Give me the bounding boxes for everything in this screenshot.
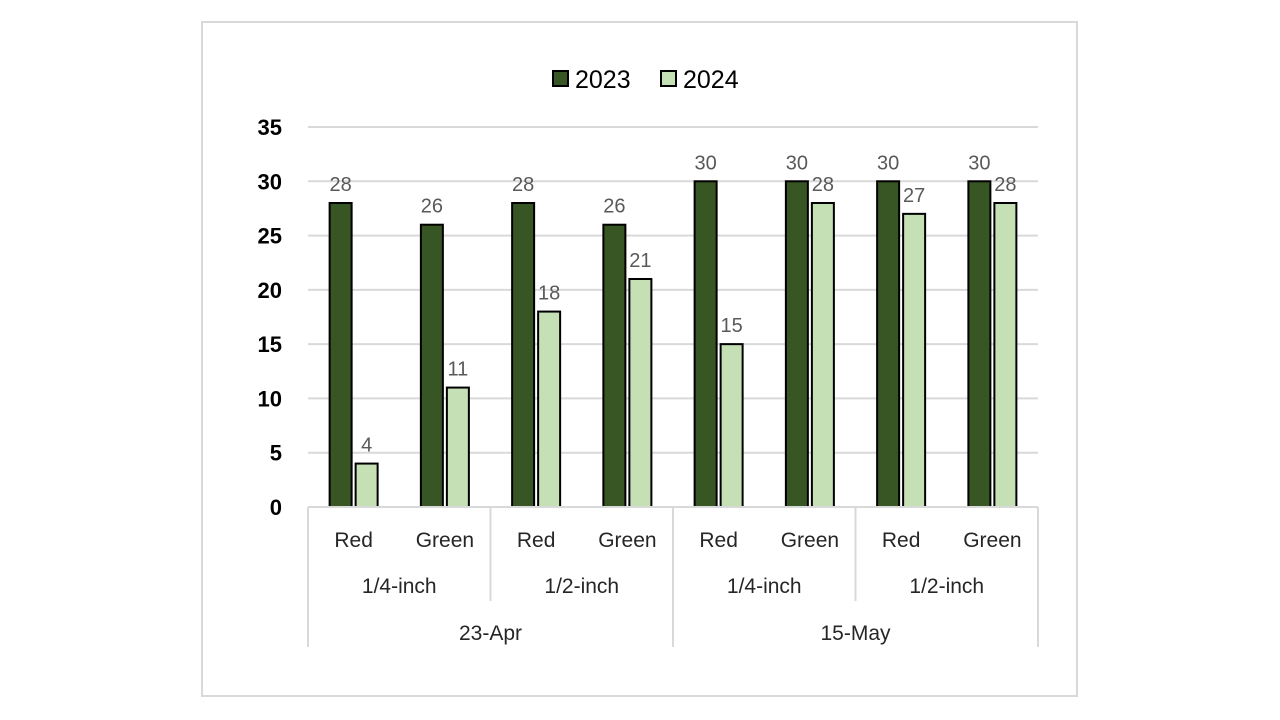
category-label: Green bbox=[416, 529, 474, 552]
bar-2024 bbox=[902, 212, 927, 508]
category-label: Green bbox=[781, 529, 839, 552]
data-label: 28 bbox=[994, 174, 1016, 196]
data-label: 26 bbox=[421, 196, 443, 218]
category-label: Green bbox=[598, 529, 656, 552]
bar-2024 bbox=[445, 386, 470, 509]
bar-2023 bbox=[967, 180, 992, 509]
data-label: 27 bbox=[903, 185, 925, 207]
data-label: 26 bbox=[603, 196, 625, 218]
y-tick-label: 10 bbox=[258, 386, 282, 411]
date-group-label: 23-Apr bbox=[459, 622, 522, 645]
y-tick-label: 15 bbox=[258, 332, 282, 357]
category-label: Green bbox=[963, 529, 1021, 552]
bar-2024 bbox=[537, 310, 562, 509]
y-tick-label: 0 bbox=[270, 495, 282, 520]
bar-2023 bbox=[328, 202, 353, 508]
category-label: Red bbox=[334, 529, 373, 552]
bar-2024 bbox=[354, 462, 379, 509]
data-label: 21 bbox=[629, 250, 651, 272]
bar-2023 bbox=[693, 180, 718, 509]
data-label: 15 bbox=[721, 315, 743, 337]
data-label: 28 bbox=[512, 174, 534, 196]
category-label: Red bbox=[517, 529, 556, 552]
y-tick-label: 35 bbox=[258, 115, 282, 140]
bar-2024 bbox=[719, 343, 744, 508]
data-label: 30 bbox=[877, 152, 899, 174]
bar-2023 bbox=[511, 202, 536, 508]
y-tick-label: 20 bbox=[258, 278, 282, 303]
data-label: 28 bbox=[812, 174, 834, 196]
category-label: Red bbox=[699, 529, 738, 552]
y-tick-label: 30 bbox=[258, 169, 282, 194]
data-label: 18 bbox=[538, 283, 560, 305]
bar-2024 bbox=[628, 278, 653, 508]
category-label: Red bbox=[882, 529, 921, 552]
data-label: 30 bbox=[968, 152, 990, 174]
data-label: 11 bbox=[447, 359, 468, 381]
y-tick-label: 25 bbox=[258, 224, 282, 249]
bar-2024 bbox=[810, 202, 835, 508]
data-label: 4 bbox=[361, 435, 372, 457]
date-group-label: 15-May bbox=[820, 622, 891, 645]
legend-swatch-2023 bbox=[552, 70, 569, 87]
data-label: 30 bbox=[786, 152, 808, 174]
bar-2023 bbox=[419, 223, 444, 508]
bar-2023 bbox=[876, 180, 901, 509]
data-label: 30 bbox=[695, 152, 717, 174]
legend-label: 2024 bbox=[683, 66, 739, 94]
size-group-label: 1/4-inch bbox=[727, 575, 802, 598]
bar-2023 bbox=[784, 180, 809, 509]
legend-swatch-2024 bbox=[660, 70, 677, 87]
y-tick-label: 5 bbox=[270, 441, 282, 466]
legend-label: 2023 bbox=[575, 66, 631, 94]
bar-2023 bbox=[602, 223, 627, 508]
bar-2024 bbox=[993, 202, 1018, 508]
size-group-label: 1/2-inch bbox=[544, 575, 619, 598]
size-group-label: 1/2-inch bbox=[909, 575, 984, 598]
size-group-label: 1/4-inch bbox=[362, 575, 437, 598]
data-label: 28 bbox=[330, 174, 352, 196]
